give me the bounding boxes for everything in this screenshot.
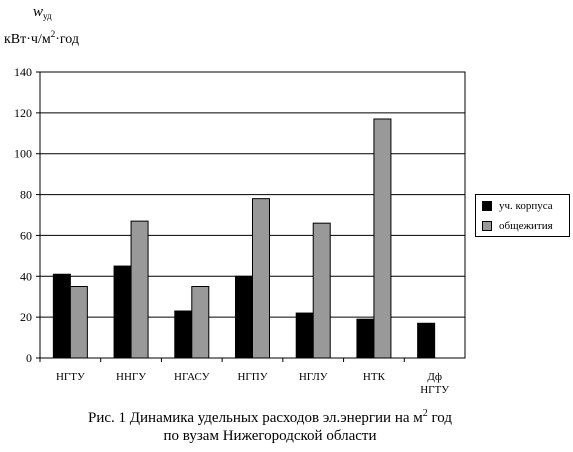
- y-axis-symbol-subscript: уд: [43, 11, 52, 21]
- legend-label-series-1: уч. корпуса: [499, 200, 553, 212]
- y-axis-unit-post: ·год: [55, 32, 79, 47]
- y-axis-unit: кВт·ч/м2·год: [4, 29, 79, 48]
- y-axis-symbol: wуд: [33, 4, 52, 21]
- caption-line-1: Рис. 1 Динамика удельных расходов эл.эне…: [0, 405, 540, 427]
- legend-swatch-series-2: [482, 221, 492, 231]
- x-category-label: НТК: [363, 371, 386, 383]
- bar-series-1: [174, 310, 193, 359]
- bar-series-1: [417, 322, 436, 359]
- caption-line-2: по вузам Нижегородской области: [163, 428, 377, 444]
- y-tick-label: 40: [20, 269, 32, 283]
- legend-item-series-2: общежития: [476, 217, 569, 235]
- bar-series-1: [52, 273, 71, 359]
- y-tick-label: 100: [14, 147, 32, 161]
- bar-series-1: [113, 265, 132, 359]
- y-tick-label: 120: [14, 106, 32, 120]
- caption-line-1-text: Рис. 1 Динамика удельных расходов эл.эне…: [88, 410, 423, 426]
- bar-series-2: [312, 222, 331, 359]
- x-category-label: НГТУ: [420, 384, 449, 396]
- bar-series-1: [295, 312, 314, 359]
- x-category-label: ННГУ: [116, 371, 146, 383]
- y-tick-label: 80: [20, 188, 32, 202]
- figure-caption: Рис. 1 Динамика удельных расходов эл.эне…: [0, 405, 540, 445]
- bar-series-1: [235, 275, 253, 359]
- chart-legend: уч. корпуса общежития: [475, 194, 570, 237]
- caption-line-1-sup: 2: [422, 408, 428, 419]
- y-tick-label: 140: [14, 65, 32, 79]
- bar-series-2: [252, 198, 270, 359]
- caption-line-1-end: год: [427, 410, 452, 426]
- y-axis-symbol-letter: w: [33, 4, 44, 20]
- y-axis-unit-pre: кВт·ч/м: [4, 32, 51, 47]
- y-tick-label: 60: [20, 228, 32, 242]
- legend-item-series-1: уч. корпуса: [476, 197, 569, 215]
- y-tick-label: 20: [20, 310, 32, 324]
- bar-series-2: [373, 118, 392, 359]
- legend-label-series-2: общежития: [499, 220, 553, 232]
- y-axis-unit-sup: 2: [50, 29, 56, 39]
- bar-series-2: [130, 220, 149, 359]
- x-category-label: НГПУ: [237, 371, 267, 383]
- x-category-label: НГЛУ: [299, 371, 328, 383]
- x-category-label: НГТУ: [56, 371, 85, 383]
- bar-series-2: [69, 286, 88, 359]
- x-category-label: НГАСУ: [174, 371, 210, 383]
- bar-series-2: [191, 286, 210, 359]
- x-category-label: Дф: [427, 371, 442, 383]
- legend-swatch-series-1: [482, 201, 492, 211]
- bar-series-1: [356, 318, 375, 359]
- y-tick-label: 0: [26, 351, 32, 365]
